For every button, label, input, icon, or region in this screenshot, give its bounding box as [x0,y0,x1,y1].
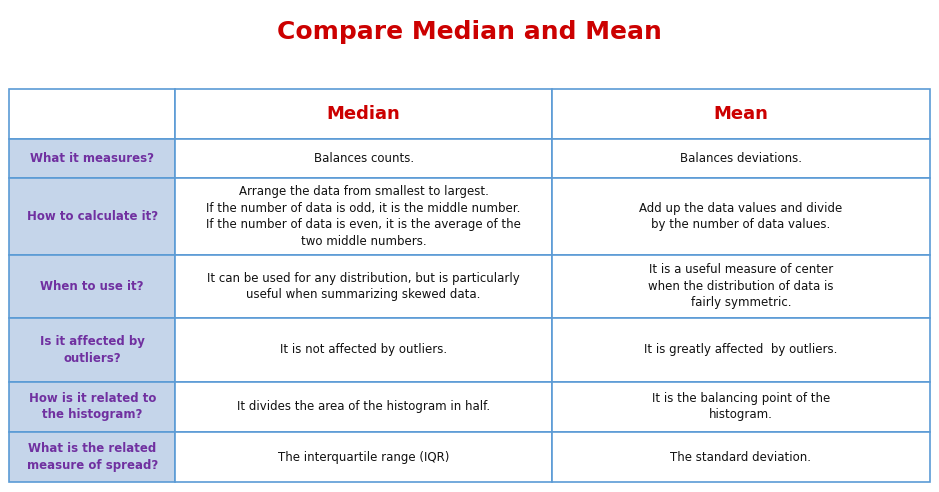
Bar [9,255,175,318]
Bar [552,255,930,318]
Bar [9,318,175,382]
Bar [9,432,175,482]
Text: Balances counts.: Balances counts. [314,152,414,165]
Bar [175,318,552,382]
Bar [9,139,175,178]
Bar [552,178,930,255]
Bar [175,432,552,482]
Text: Mean: Mean [714,105,768,123]
Text: What it measures?: What it measures? [30,152,154,165]
Text: It can be used for any distribution, but is particularly
useful when summarizing: It can be used for any distribution, but… [208,272,520,301]
Bar [9,382,175,432]
Text: What is the related
measure of spread?: What is the related measure of spread? [26,442,158,472]
Text: The interquartile range (IQR): The interquartile range (IQR) [278,451,450,463]
Text: It is not affected by outliers.: It is not affected by outliers. [280,343,447,356]
Text: Add up the data values and divide
by the number of data values.: Add up the data values and divide by the… [639,202,842,231]
Text: It is a useful measure of center
when the distribution of data is
fairly symmetr: It is a useful measure of center when th… [648,263,834,309]
Text: How is it related to
the histogram?: How is it related to the histogram? [28,392,156,422]
Text: Arrange the data from smallest to largest.
If the number of data is odd, it is t: Arrange the data from smallest to larges… [207,185,521,248]
Bar [552,382,930,432]
Text: It is the balancing point of the
histogram.: It is the balancing point of the histogr… [652,392,830,422]
Bar [552,318,930,382]
Text: Compare Median and Mean: Compare Median and Mean [277,20,662,44]
Bar [175,89,552,139]
Text: It divides the area of the histogram in half.: It divides the area of the histogram in … [238,400,490,413]
Text: Median: Median [327,105,401,123]
Bar [552,139,930,178]
Bar [552,432,930,482]
Text: How to calculate it?: How to calculate it? [26,210,158,223]
Text: When to use it?: When to use it? [40,280,144,293]
Bar [9,178,175,255]
Text: It is greatly affected  by outliers.: It is greatly affected by outliers. [644,343,838,356]
Bar [175,178,552,255]
Bar [175,139,552,178]
Bar [175,382,552,432]
Text: Balances deviations.: Balances deviations. [680,152,802,165]
Bar [9,89,175,139]
Bar [552,89,930,139]
Text: The standard deviation.: The standard deviation. [670,451,811,463]
Text: Is it affected by
outliers?: Is it affected by outliers? [39,335,145,365]
Bar [175,255,552,318]
